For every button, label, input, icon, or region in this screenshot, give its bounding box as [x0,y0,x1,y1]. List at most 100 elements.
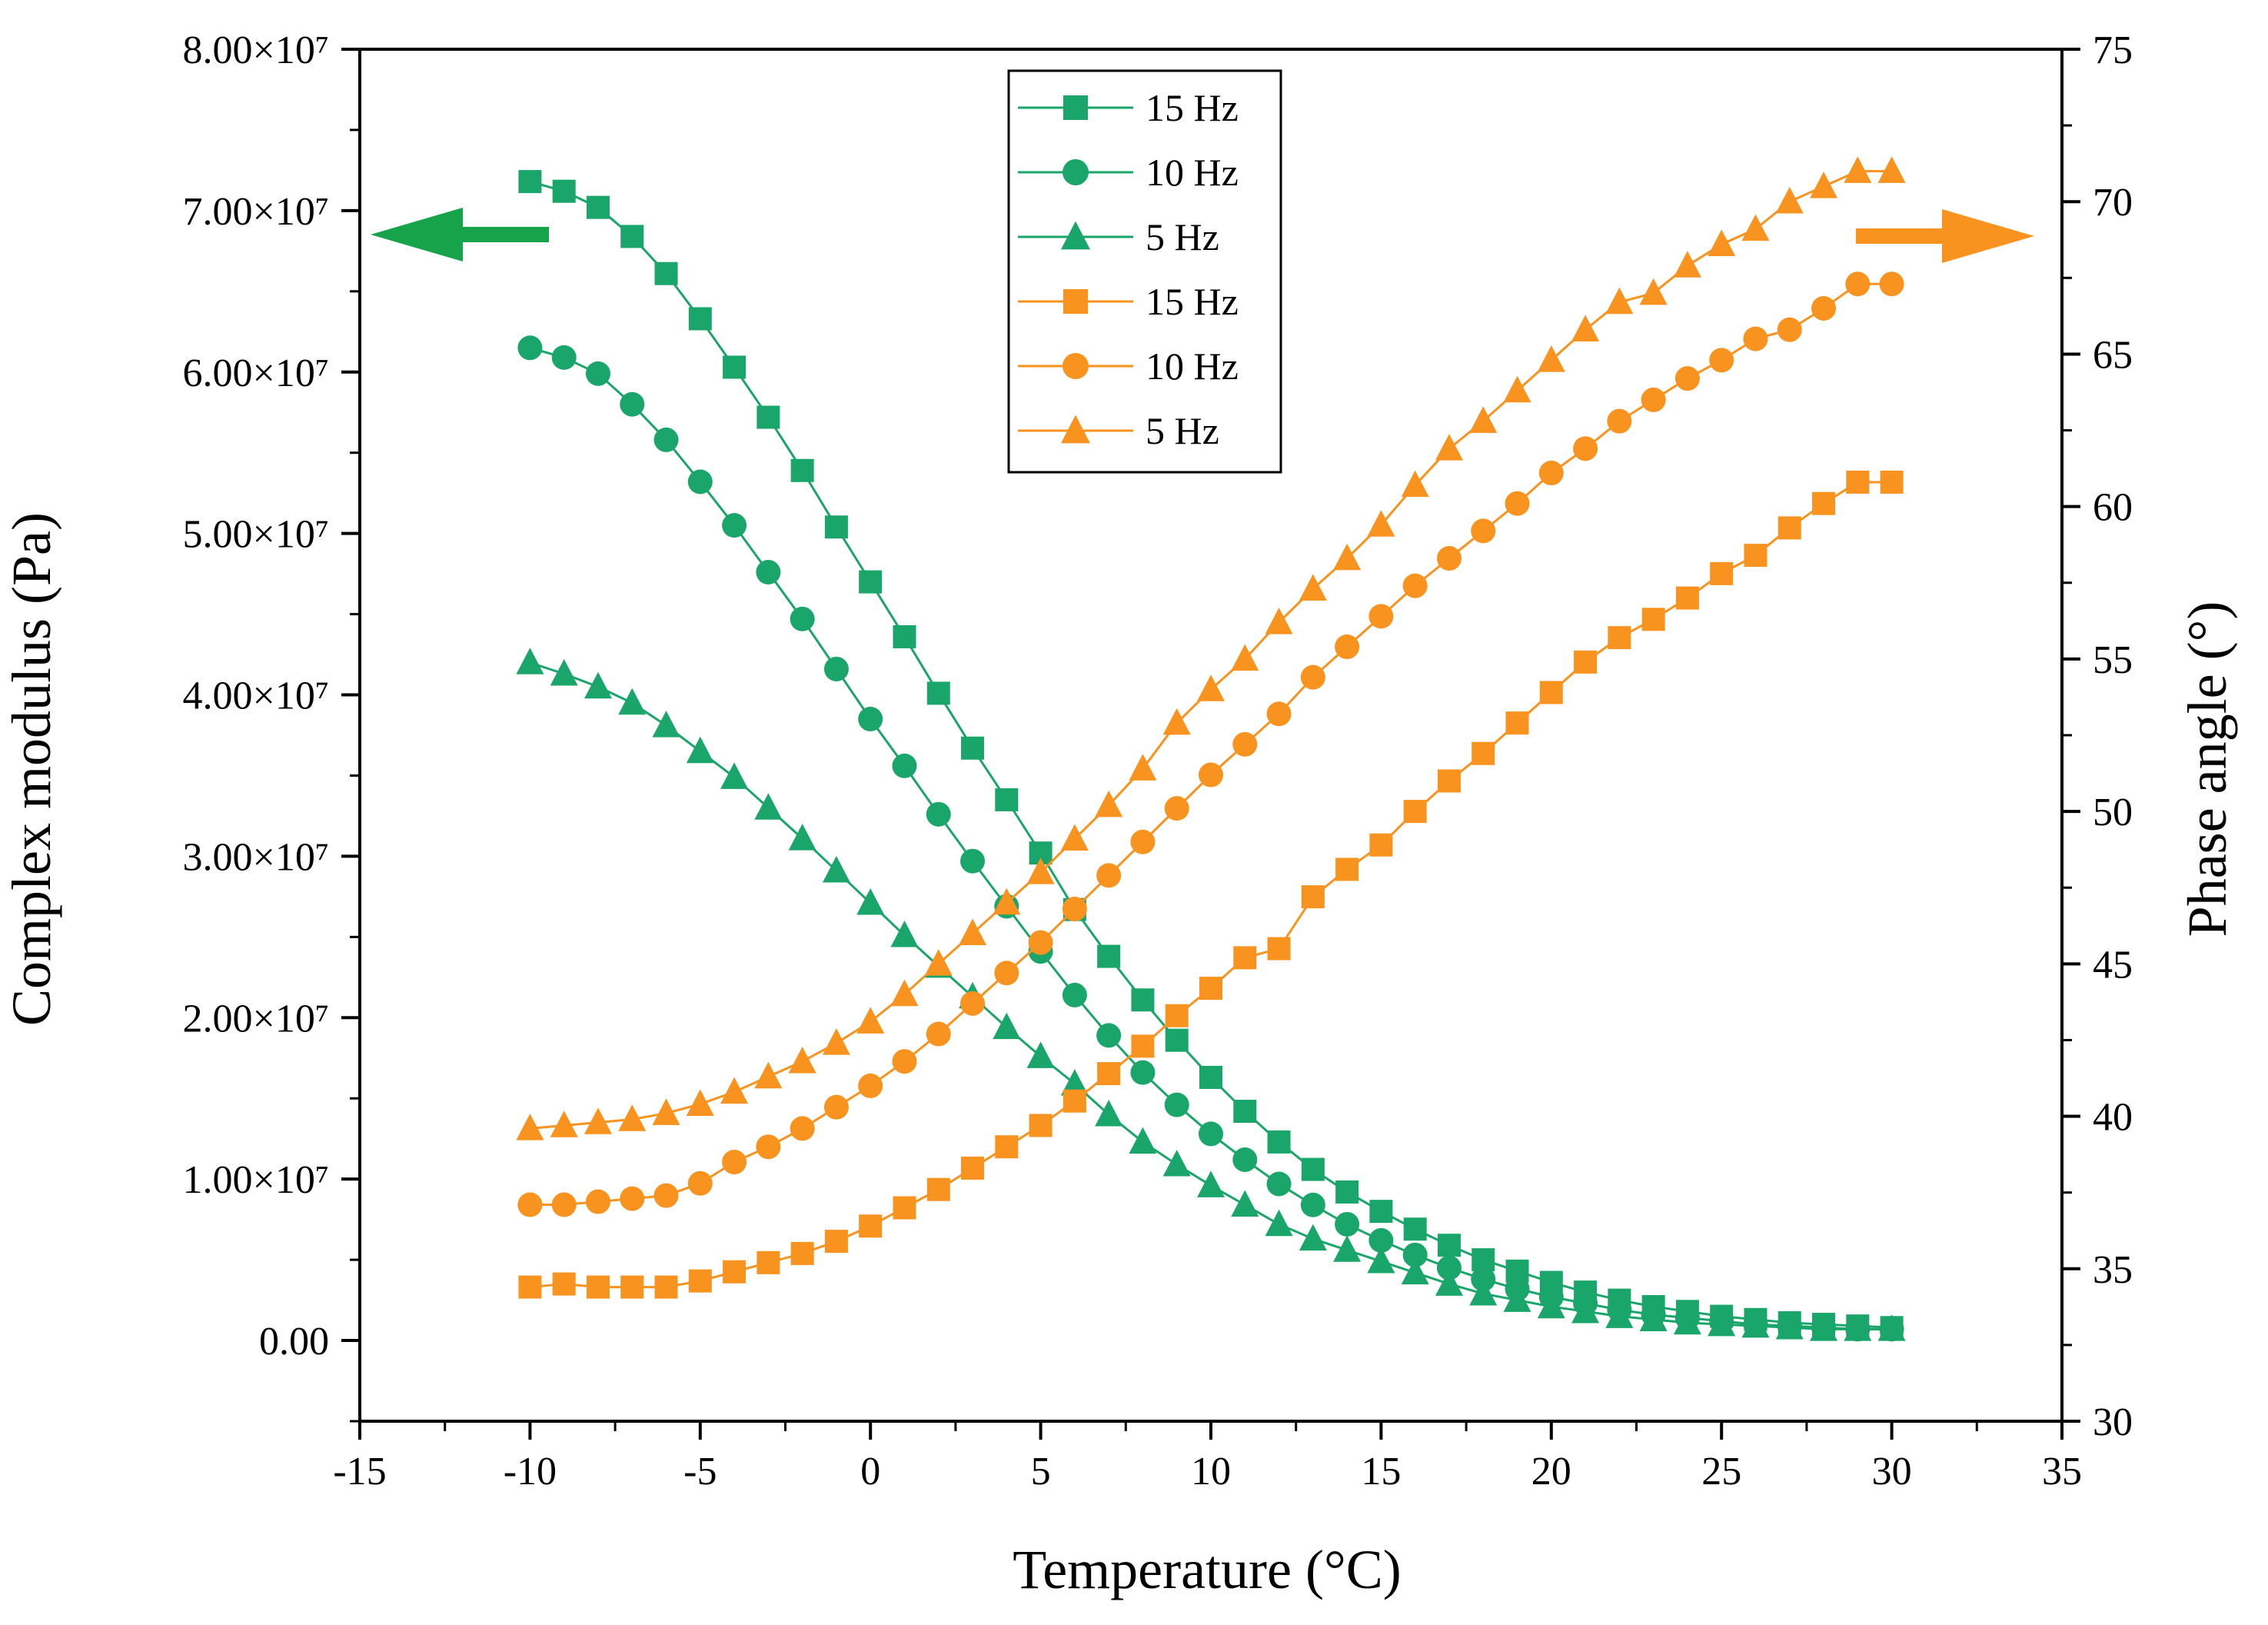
data-point [1877,156,1906,183]
data-point [552,179,576,203]
data-point [1435,1269,1463,1296]
legend-marker [1063,95,1088,120]
data-point [586,195,610,219]
data-point [1846,470,1870,494]
data-point [1164,1092,1189,1117]
data-point [686,1089,714,1116]
data-point [688,1269,712,1293]
data-point [584,671,612,699]
data-point [1368,1227,1394,1253]
data-point [1026,1041,1055,1068]
data-point [959,918,987,945]
data-point [1333,543,1362,571]
data-point [1709,348,1734,373]
data-point [1165,1028,1189,1052]
data-point [1639,278,1668,305]
data-point [1060,1069,1089,1096]
data-point [1162,708,1191,735]
y-right-tick-label: 50 [2093,791,2133,834]
y-left-tick-label: 4.00×10⁷ [183,674,329,718]
x-tick-label: 35 [2042,1450,2082,1493]
data-point [517,1192,543,1217]
data-point [926,1177,950,1201]
y-left-tick-label: 8.00×10⁷ [183,28,329,72]
data-point [1402,1242,1428,1267]
data-point [1267,937,1291,961]
data-point [1231,1190,1259,1217]
x-tick-label: 5 [1031,1450,1051,1493]
data-point [858,707,883,732]
data-point [1472,741,1495,765]
data-point [1673,251,1701,278]
right-arrow-shaft [1856,228,1957,244]
data-point [1299,574,1327,601]
data-point [1097,944,1121,968]
y-left-tick-label: 6.00×10⁷ [183,351,329,395]
data-point [1777,317,1802,342]
data-point [517,335,543,361]
data-point [890,921,919,947]
data-point [1708,229,1736,256]
data-point [1097,1062,1121,1086]
data-point [723,355,747,379]
data-point [961,736,985,760]
data-point [584,1107,612,1134]
data-point [926,681,950,705]
data-point [824,1230,848,1254]
data-point [893,624,916,648]
data-point [961,1156,985,1180]
data-point [754,1061,783,1089]
data-point [687,469,713,494]
data-point [1335,857,1359,881]
data-point [1877,1314,1906,1341]
data-point [1231,644,1259,671]
data-point [1503,375,1531,403]
legend-label: 10 Hz [1146,345,1239,388]
y-right-tick-label: 70 [2093,181,2133,225]
y-right-tick-label: 30 [2093,1400,2133,1444]
data-point [1741,214,1770,241]
data-point [1775,186,1804,214]
data-point [551,345,577,370]
series-group-3 [518,470,1904,1299]
x-tick-label: 25 [1701,1450,1741,1493]
data-point [1537,345,1565,372]
data-point [585,361,610,386]
data-point [1743,326,1768,351]
data-point [1060,824,1089,851]
data-point [1062,896,1087,921]
series-group-2 [516,648,1906,1341]
data-point [1436,1255,1462,1280]
data-point [1199,977,1222,1001]
data-point [1369,1200,1393,1224]
data-point [822,856,850,883]
data-point [1197,1170,1225,1197]
data-point [824,515,848,539]
data-point [892,1049,917,1074]
legend-marker [1063,289,1088,314]
data-point [1266,701,1292,727]
data-point [722,1150,747,1175]
data-point [586,1275,610,1299]
data-point [1641,387,1666,412]
legend-marker [1061,221,1090,250]
data-point [1571,315,1600,341]
data-point [822,1028,850,1055]
data-point [790,1116,815,1141]
data-point [1267,1130,1291,1154]
data-point [1301,1157,1325,1181]
data-point [1675,586,1699,610]
data-point [1401,470,1429,498]
data-point [994,961,1019,986]
data-point [620,1275,644,1299]
data-point [1095,790,1123,817]
data-point [993,1012,1021,1040]
data-point [720,762,749,789]
data-point [1129,754,1157,781]
data-point [1401,1257,1429,1285]
data-point [1367,1246,1395,1274]
data-point [788,824,816,851]
data-point [516,648,544,674]
data-point [1333,1235,1362,1262]
